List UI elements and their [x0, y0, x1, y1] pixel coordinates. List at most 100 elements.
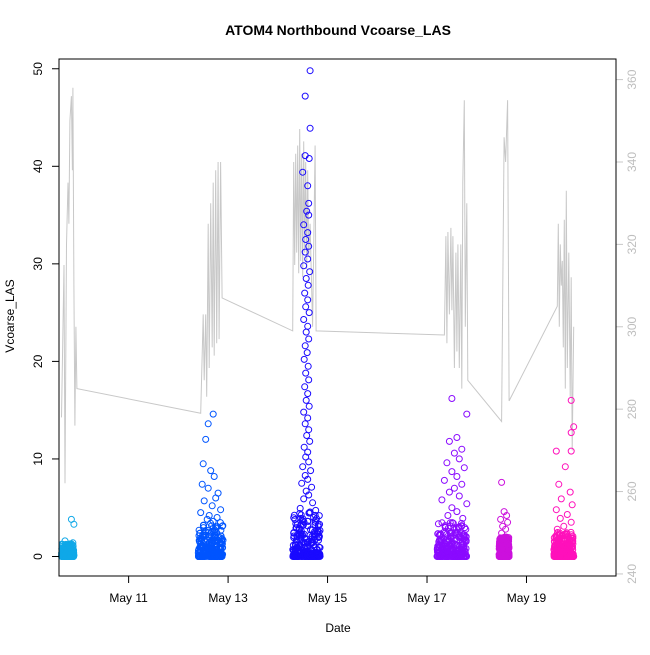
- data-point: [210, 473, 218, 480]
- data-point: [446, 519, 454, 527]
- data-point: [463, 500, 471, 508]
- data-point: [311, 528, 318, 536]
- data-point: [552, 552, 560, 560]
- data-point: [299, 538, 307, 546]
- data-point: [308, 483, 316, 491]
- data-point: [460, 464, 468, 472]
- data-point: [304, 390, 312, 398]
- data-point: [305, 155, 313, 162]
- data-point: [446, 546, 454, 554]
- point-cluster-6: [550, 396, 578, 560]
- data-point: [290, 532, 298, 540]
- data-point: [205, 512, 213, 519]
- data-point: [304, 296, 312, 304]
- data-point: [297, 527, 305, 535]
- data-point: [453, 508, 461, 516]
- data-point: [299, 517, 307, 525]
- data-point: [557, 495, 565, 503]
- data-point: [209, 410, 217, 418]
- data-point: [305, 199, 313, 207]
- x-axis-label: Date: [325, 621, 351, 635]
- data-point: [304, 475, 312, 483]
- data-point: [209, 517, 217, 525]
- x-tick-label: May 13: [208, 591, 248, 605]
- data-point: [301, 383, 309, 391]
- data-point: [458, 445, 466, 453]
- data-point: [313, 550, 321, 558]
- data-point: [300, 355, 308, 363]
- data-point: [300, 316, 308, 323]
- data-point: [69, 539, 77, 547]
- data-point: [560, 540, 568, 548]
- data-point: [504, 552, 512, 560]
- data-point: [305, 211, 313, 219]
- x-tick-label: May 11: [109, 591, 148, 605]
- data-point: [440, 476, 448, 484]
- data-point: [459, 514, 467, 522]
- data-point: [309, 499, 317, 507]
- data-point: [303, 432, 311, 439]
- data-point: [497, 515, 505, 523]
- point-cluster-5: [495, 478, 513, 560]
- data-point: [304, 414, 312, 422]
- data-point: [60, 548, 68, 556]
- data-point: [201, 552, 209, 560]
- data-point: [307, 467, 315, 475]
- data-point: [505, 537, 513, 545]
- data-point: [561, 463, 569, 471]
- data-point: [293, 538, 300, 546]
- data-point: [304, 538, 312, 546]
- data-point: [296, 504, 304, 512]
- data-point: [443, 459, 451, 467]
- data-point: [291, 516, 299, 523]
- data-point: [303, 349, 311, 357]
- data-point: [463, 410, 471, 418]
- data-point: [552, 447, 560, 455]
- data-point: [555, 539, 563, 547]
- data-point: [304, 255, 312, 263]
- data-point: [200, 521, 207, 529]
- data-point: [300, 221, 308, 229]
- data-point: [202, 531, 210, 539]
- data-point: [444, 512, 452, 519]
- data-point: [311, 516, 319, 524]
- data-point: [305, 402, 313, 410]
- data-point: [459, 546, 467, 553]
- data-point: [300, 443, 308, 451]
- data-point: [316, 520, 324, 528]
- data-point: [305, 309, 313, 317]
- y2-tick-label: 280: [625, 399, 639, 419]
- data-point: [569, 538, 577, 546]
- data-point: [458, 480, 466, 488]
- y2-tick-label: 360: [625, 69, 639, 89]
- data-point: [197, 509, 205, 517]
- data-point: [70, 520, 78, 528]
- data-point: [455, 531, 463, 539]
- data-point: [570, 423, 578, 431]
- data-point: [302, 396, 310, 404]
- data-point: [309, 542, 317, 550]
- data-point: [502, 546, 510, 554]
- y2-tick-label: 300: [625, 316, 639, 336]
- data-point: [453, 434, 461, 441]
- data-point: [204, 484, 212, 492]
- data-point: [556, 534, 564, 542]
- data-point: [435, 548, 442, 556]
- plot-frame: [58, 58, 617, 577]
- data-point: [441, 550, 449, 558]
- data-point: [310, 550, 318, 558]
- data-point: [458, 522, 466, 530]
- data-point: [302, 369, 310, 377]
- data-point: [212, 494, 220, 502]
- data-point: [204, 536, 212, 544]
- data-point: [462, 536, 470, 544]
- data-point: [445, 488, 453, 496]
- y-tick-label: 0: [31, 553, 45, 560]
- data-point: [305, 491, 313, 499]
- y-tick-label: 20: [31, 354, 45, 368]
- data-point: [203, 515, 211, 523]
- data-point: [296, 544, 304, 552]
- data-point: [505, 535, 513, 543]
- data-point: [204, 420, 212, 428]
